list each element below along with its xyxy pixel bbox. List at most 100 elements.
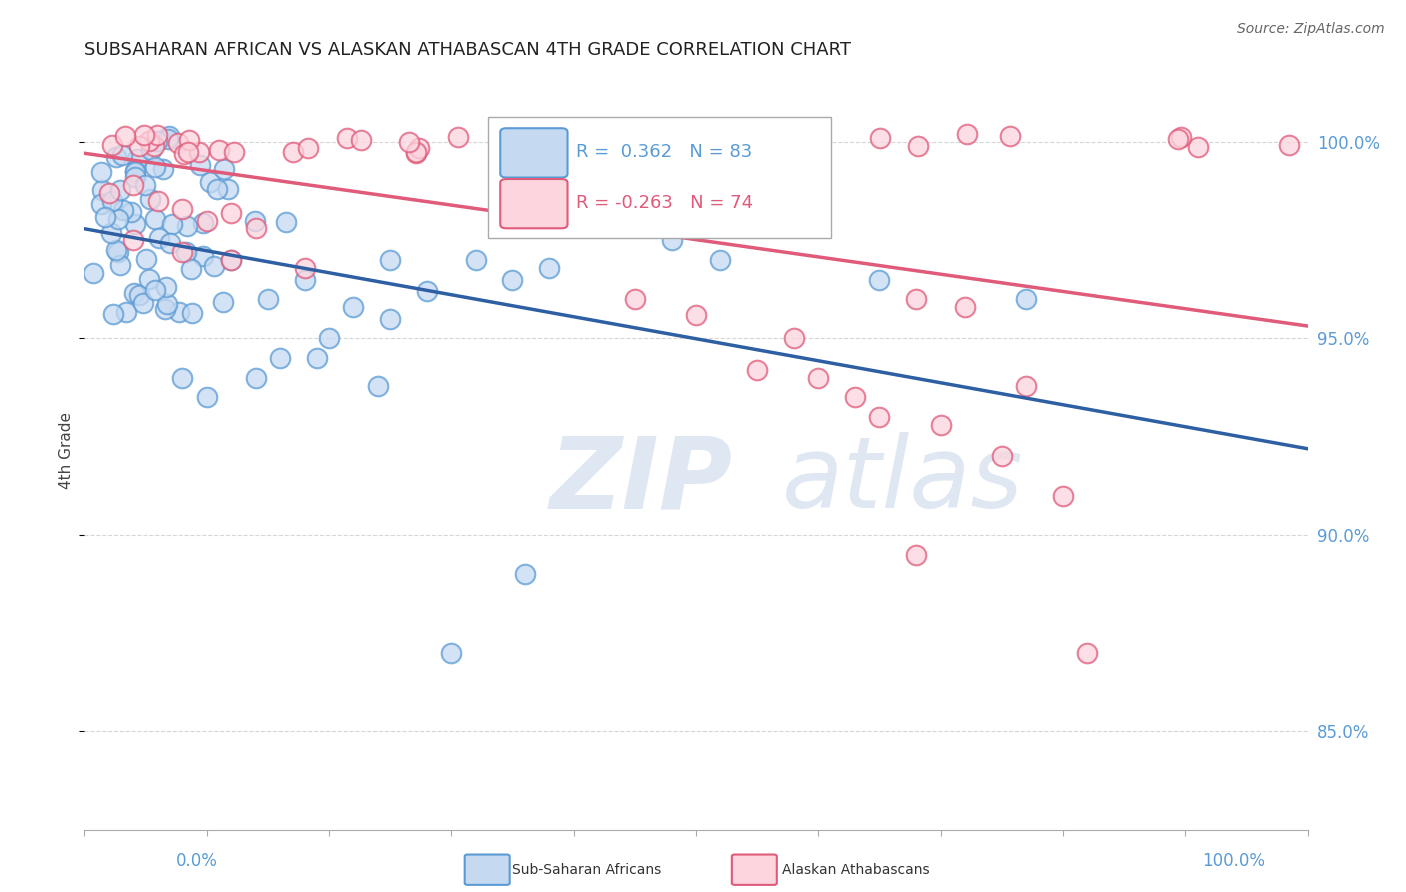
Point bbox=[245, 371, 267, 385]
Point bbox=[176, 219, 198, 234]
Point bbox=[100, 137, 122, 152]
Point bbox=[132, 296, 155, 310]
Point bbox=[101, 307, 124, 321]
Point bbox=[747, 363, 769, 377]
Point bbox=[188, 145, 211, 159]
Point bbox=[783, 331, 806, 345]
Point bbox=[134, 178, 156, 192]
Point bbox=[440, 646, 463, 660]
Point bbox=[869, 410, 891, 425]
Point bbox=[146, 194, 169, 208]
Point bbox=[305, 351, 328, 366]
Point bbox=[100, 226, 122, 240]
Text: ZIP: ZIP bbox=[550, 433, 733, 529]
Text: R =  0.362   N = 83: R = 0.362 N = 83 bbox=[576, 144, 752, 161]
Point bbox=[120, 205, 142, 219]
Point bbox=[128, 139, 150, 153]
Point bbox=[153, 302, 176, 317]
Point bbox=[1076, 646, 1098, 660]
Point bbox=[212, 294, 235, 309]
Point bbox=[998, 128, 1021, 143]
Point bbox=[143, 211, 166, 226]
Point bbox=[93, 211, 115, 225]
Point bbox=[350, 133, 373, 147]
Point bbox=[624, 292, 647, 306]
Point bbox=[807, 371, 830, 385]
Point bbox=[191, 249, 214, 263]
Point bbox=[172, 245, 194, 260]
Point bbox=[138, 134, 160, 148]
Point bbox=[195, 213, 218, 227]
Point bbox=[157, 129, 180, 144]
Point bbox=[124, 285, 146, 300]
Point bbox=[380, 252, 402, 267]
Point bbox=[405, 145, 427, 159]
Point bbox=[905, 548, 928, 562]
Point bbox=[180, 261, 202, 276]
Point bbox=[134, 128, 156, 142]
Point bbox=[294, 260, 316, 275]
Point bbox=[145, 128, 167, 143]
Point bbox=[174, 245, 197, 260]
Text: Sub-Saharan Africans: Sub-Saharan Africans bbox=[512, 863, 662, 877]
Point bbox=[124, 164, 146, 178]
Point bbox=[513, 567, 536, 582]
Point bbox=[1052, 489, 1074, 503]
Point bbox=[141, 143, 163, 157]
Point bbox=[243, 213, 266, 227]
Point bbox=[593, 144, 616, 158]
Point bbox=[122, 178, 145, 193]
Point bbox=[146, 134, 169, 148]
Point bbox=[342, 300, 364, 314]
Point bbox=[283, 145, 305, 159]
Point bbox=[173, 146, 195, 161]
Point bbox=[844, 391, 866, 405]
Point bbox=[122, 233, 145, 247]
Point bbox=[599, 129, 621, 144]
Point bbox=[1278, 138, 1301, 153]
Point bbox=[91, 183, 114, 197]
Point bbox=[172, 371, 194, 385]
Point bbox=[447, 130, 470, 145]
Point bbox=[661, 233, 683, 247]
Point bbox=[90, 197, 112, 211]
Point bbox=[380, 311, 402, 326]
Point bbox=[1170, 130, 1192, 145]
Point bbox=[104, 243, 127, 257]
Point bbox=[127, 152, 149, 166]
Point bbox=[177, 133, 200, 147]
Point bbox=[177, 145, 200, 160]
Text: 0.0%: 0.0% bbox=[176, 852, 218, 870]
Point bbox=[166, 136, 188, 150]
Point bbox=[297, 140, 319, 154]
Point bbox=[190, 157, 212, 171]
Point bbox=[786, 139, 808, 153]
Point bbox=[408, 141, 430, 155]
FancyBboxPatch shape bbox=[501, 179, 568, 228]
Point bbox=[156, 131, 179, 145]
Point bbox=[135, 252, 157, 267]
Point bbox=[143, 283, 166, 297]
Point bbox=[219, 252, 242, 267]
Point bbox=[152, 162, 174, 177]
Point bbox=[114, 305, 136, 319]
Text: SUBSAHARAN AFRICAN VS ALASKAN ATHABASCAN 4TH GRADE CORRELATION CHART: SUBSAHARAN AFRICAN VS ALASKAN ATHABASCAN… bbox=[84, 41, 852, 59]
Text: Source: ZipAtlas.com: Source: ZipAtlas.com bbox=[1237, 22, 1385, 37]
FancyBboxPatch shape bbox=[501, 128, 568, 178]
Point bbox=[107, 212, 129, 227]
Point bbox=[905, 292, 928, 306]
Point bbox=[416, 285, 439, 299]
Point bbox=[198, 175, 221, 189]
Point bbox=[110, 258, 132, 272]
Text: Alaskan Athabascans: Alaskan Athabascans bbox=[782, 863, 929, 877]
Point bbox=[160, 217, 183, 231]
Point bbox=[1015, 292, 1038, 306]
Point bbox=[172, 202, 194, 216]
Y-axis label: 4th Grade: 4th Grade bbox=[59, 412, 73, 489]
Point bbox=[156, 297, 179, 311]
Point bbox=[143, 160, 166, 174]
Point bbox=[274, 215, 297, 229]
Point bbox=[97, 186, 120, 201]
Point bbox=[124, 169, 146, 184]
Point bbox=[195, 391, 218, 405]
